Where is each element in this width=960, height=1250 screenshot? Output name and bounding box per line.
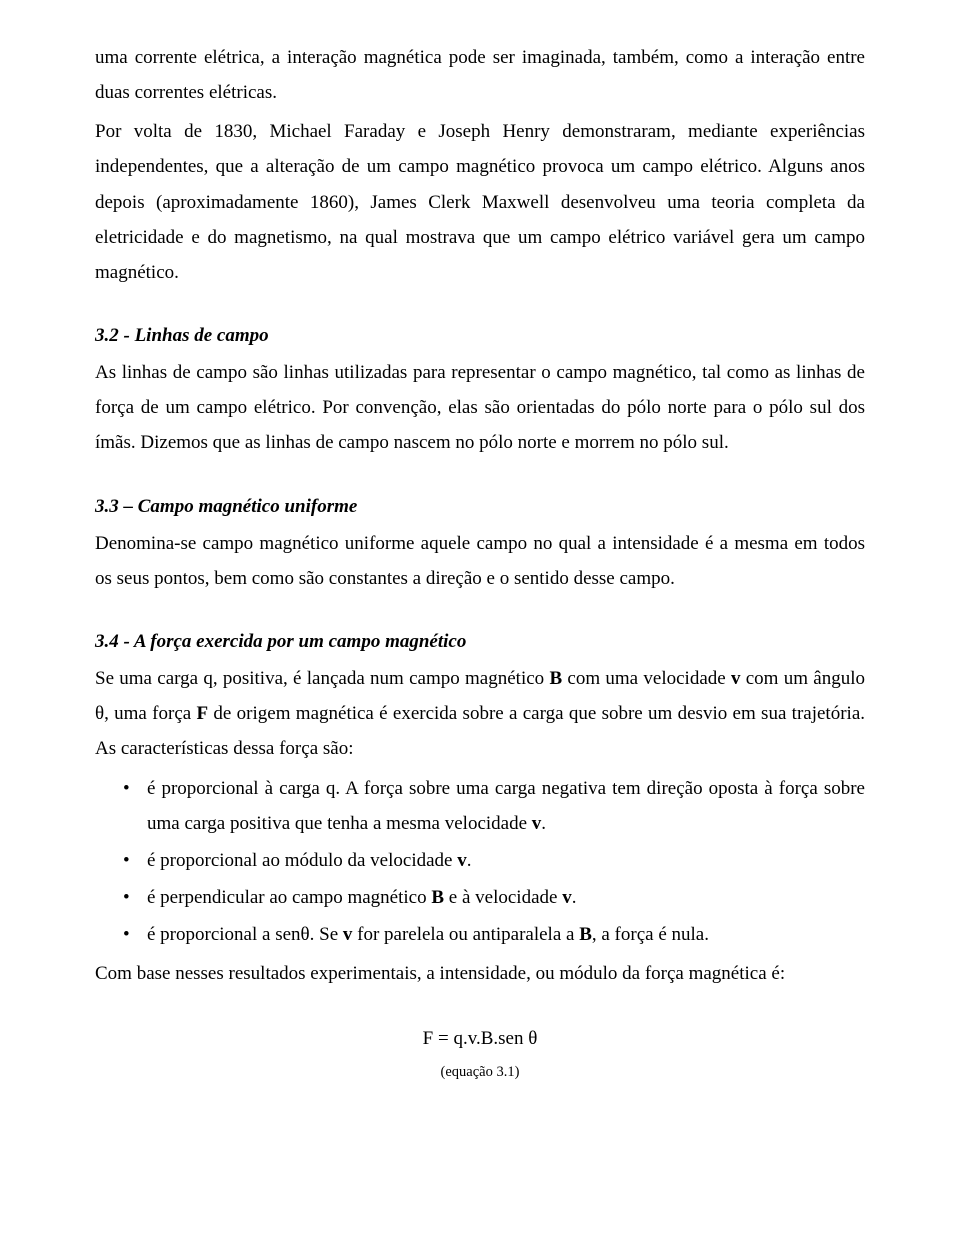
section-3-2-heading: 3.2 - Linhas de campo (95, 318, 865, 353)
symbol-B: B (549, 668, 562, 689)
history-paragraph: Por volta de 1830, Michael Faraday e Jos… (95, 114, 865, 290)
lead-text-mid1: com uma velocidade (562, 668, 731, 689)
equation-formula: F = q.v.B.sen θ (95, 1021, 865, 1056)
section-3-4-lead: Se uma carga q, positiva, é lançada num … (95, 661, 865, 766)
list-item: é proporcional ao módulo da velocidade v… (95, 843, 865, 878)
bullet-2-pre: é proporcional ao módulo da velocidade (147, 850, 457, 871)
section-3-3-heading: 3.3 – Campo magnético uniforme (95, 489, 865, 524)
bullet-4-mid: for parelela ou antiparalela a (352, 924, 579, 945)
symbol-B: B (579, 924, 592, 945)
section-3-4: 3.4 - A força exercida por um campo magn… (95, 624, 865, 991)
bullet-4-post: , a força é nula. (592, 924, 709, 945)
section-3-3: 3.3 – Campo magnético uniforme Denomina-… (95, 489, 865, 596)
section-3-3-body: Denomina-se campo magnético uniforme aqu… (95, 526, 865, 596)
lead-text-pre: Se uma carga q, positiva, é lançada num … (95, 668, 549, 689)
lead-text-post: de origem magnética é exercida sobre a c… (95, 703, 865, 759)
section-3-4-conclusion: Com base nesses resultados experimentais… (95, 956, 865, 991)
section-3-2-body: As linhas de campo são linhas utilizadas… (95, 355, 865, 460)
section-3-4-heading: 3.4 - A força exercida por um campo magn… (95, 624, 865, 659)
symbol-v: v (457, 850, 467, 871)
symbol-v: v (343, 924, 353, 945)
equation-caption: (equação 3.1) (95, 1059, 865, 1086)
symbol-v: v (562, 887, 572, 908)
bullet-3-post: . (572, 887, 577, 908)
symbol-v: v (532, 813, 542, 834)
list-item: é proporcional a senθ. Se v for parelela… (95, 917, 865, 952)
bullet-3-mid: e à velocidade (444, 887, 562, 908)
symbol-F: F (197, 703, 209, 724)
list-item: é perpendicular ao campo magnético B e à… (95, 880, 865, 915)
bullet-3-pre: é perpendicular ao campo magnético (147, 887, 431, 908)
section-3-2: 3.2 - Linhas de campo As linhas de campo… (95, 318, 865, 461)
symbol-B: B (431, 887, 444, 908)
list-item: é proporcional à carga q. A força sobre … (95, 771, 865, 841)
bullet-4-pre: é proporcional a senθ. Se (147, 924, 343, 945)
equation-block: F = q.v.B.sen θ (equação 3.1) (95, 1021, 865, 1085)
bullet-1-pre: é proporcional à carga q. A força sobre … (147, 778, 865, 834)
force-characteristics-list: é proporcional à carga q. A força sobre … (95, 771, 865, 953)
bullet-1-post: . (541, 813, 546, 834)
intro-paragraph: uma corrente elétrica, a interação magné… (95, 40, 865, 110)
bullet-2-post: . (467, 850, 472, 871)
